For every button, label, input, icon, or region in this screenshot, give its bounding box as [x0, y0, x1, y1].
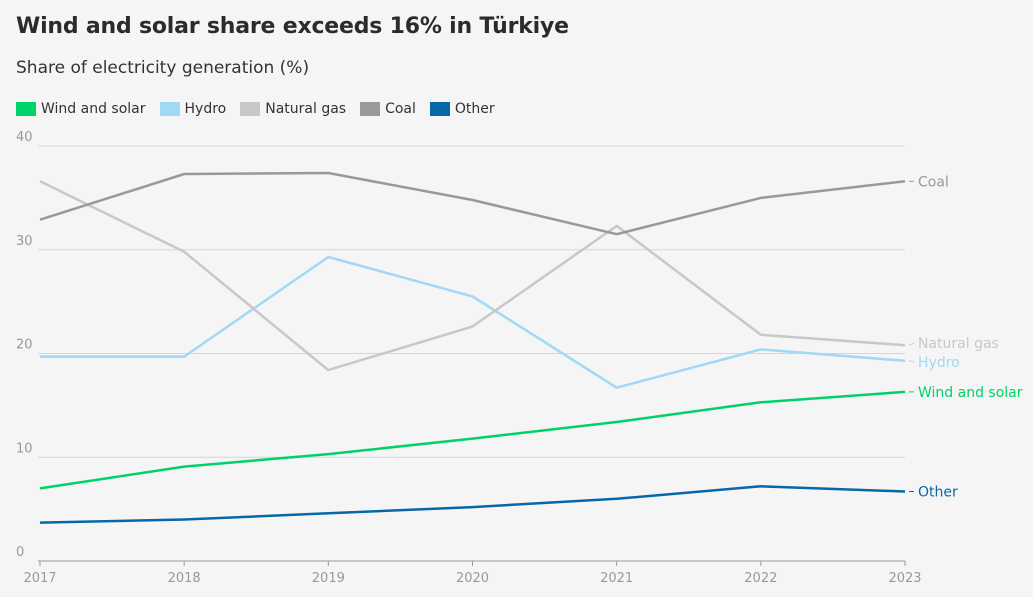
legend-item-other: Other: [429, 101, 495, 117]
y-tick-label: 30: [16, 234, 33, 249]
end-label-leader-hydro: [908, 360, 915, 363]
x-tick-label: 2017: [23, 571, 56, 586]
legend-swatch: [360, 102, 381, 116]
legend-swatch: [16, 102, 36, 116]
y-tick-label: 40: [16, 130, 33, 145]
legend-swatch: [429, 102, 450, 116]
legend-item-coal: Coal: [360, 101, 416, 117]
y-tick-label: 0: [16, 545, 24, 560]
y-tick-label: 20: [16, 338, 33, 353]
series-line-wind-and-solar: [39, 390, 906, 490]
series-line-other: [39, 485, 906, 524]
end-label-other: Other: [918, 484, 958, 500]
series-line-coal: [39, 171, 906, 236]
end-label-natural-gas: Natural gas: [918, 336, 999, 352]
legend-item-natural-gas: Natural gas: [240, 101, 346, 117]
chart-title: Wind and solar share exceeds 16% in Türk…: [16, 14, 569, 39]
x-tick-label: 2022: [744, 571, 777, 586]
legend-swatch: [240, 102, 261, 116]
end-label-leader-natural-gas: [908, 342, 915, 346]
legend-label: Hydro: [184, 101, 227, 117]
legend-label: Wind and solar: [41, 101, 146, 117]
legend-swatch: [159, 102, 180, 116]
legend-item-wind-and-solar: Wind and solar: [16, 101, 146, 117]
end-label-hydro: Hydro: [918, 355, 960, 371]
legend-label: Natural gas: [265, 101, 347, 117]
legend-label: Coal: [385, 101, 416, 117]
series-line-natural-gas: [39, 180, 906, 372]
series-line-hydro: [40, 255, 906, 389]
x-tick-label: 2020: [456, 571, 489, 586]
end-label-coal: Coal: [918, 174, 949, 190]
chart-subtitle: Share of electricity generation (%): [16, 58, 310, 78]
x-tick-label: 2021: [600, 571, 633, 586]
x-tick-label: 2023: [888, 571, 921, 586]
end-label-wind-and-solar: Wind and solar: [918, 385, 1023, 401]
legend: Wind and solar Hydro Natural gas Coal Other: [16, 101, 509, 117]
x-tick-label: 2019: [312, 571, 345, 586]
x-tick-label: 2018: [168, 571, 201, 586]
legend-label: Other: [454, 101, 495, 117]
legend-item-hydro: Hydro: [159, 101, 227, 117]
y-tick-label: 10: [16, 441, 33, 456]
